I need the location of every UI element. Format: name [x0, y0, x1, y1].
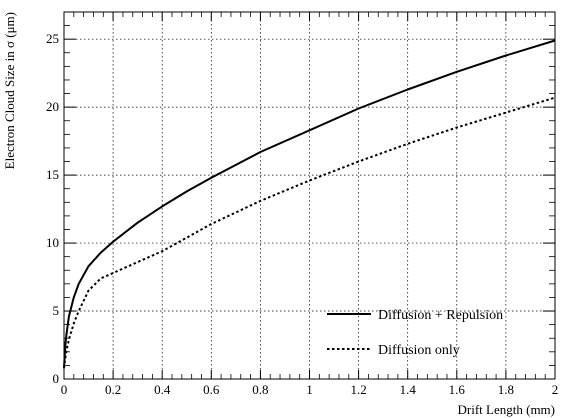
y-tick-label: 15: [46, 167, 59, 182]
legend: Diffusion + Repulsion Diffusion only: [327, 308, 503, 358]
x-tick-label: 1: [306, 382, 313, 397]
x-tick-label: 0.4: [154, 382, 171, 397]
y-tick-label: 0: [53, 371, 60, 386]
series-lines: [63, 39, 556, 369]
plot-frame: [63, 11, 556, 380]
x-axis-label: Drift Length (mm): [458, 402, 555, 417]
y-axis-label: Electron Cloud Size in σ (μm): [2, 12, 17, 169]
x-tick-label: 0.6: [203, 382, 220, 397]
x-tick-label: 0.8: [252, 382, 268, 397]
y-tick-label: 5: [53, 303, 60, 318]
x-tick-label: 1.8: [498, 382, 514, 397]
x-tick-label: 1.2: [350, 382, 366, 397]
series-line-diffusion-only: [63, 96, 556, 369]
y-tick-label: 20: [46, 99, 59, 114]
x-tick-label: 1.6: [449, 382, 466, 397]
legend-label-diffusion-repulsion: Diffusion + Repulsion: [378, 308, 503, 323]
x-tick-label: 0.2: [105, 382, 121, 397]
legend-label-diffusion-only: Diffusion only: [378, 343, 460, 358]
x-tick-label: 1.4: [400, 382, 417, 397]
grid: [64, 12, 555, 379]
x-tick-label: 0: [61, 382, 68, 397]
y-tick-label: 25: [46, 31, 59, 46]
series-line-diffusion-repulsion: [63, 39, 556, 369]
ticks: [63, 12, 556, 380]
y-tick-label: 10: [46, 235, 59, 250]
x-tick-label: 2: [552, 382, 559, 397]
